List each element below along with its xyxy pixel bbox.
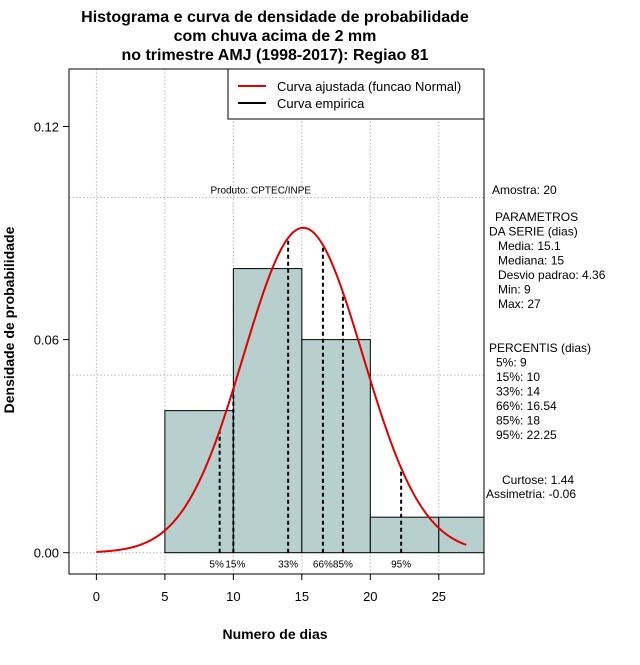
percentile-stat-line-1: 5%: 9: [496, 356, 527, 370]
parameter-line-2: Media: 15.1: [498, 239, 561, 253]
percentile-label-3: 66%: [313, 560, 333, 571]
y-axis-label: Densidade de probabilidade: [1, 226, 17, 413]
x-tick-label-5: 25: [432, 589, 446, 604]
normal-curve-group: [96, 226, 467, 553]
x-tick-label-1: 5: [161, 589, 168, 604]
x-tick-label-0: 0: [93, 589, 100, 604]
product-label: Produto: CPTEC/INPE: [210, 186, 311, 197]
histogram-bar-1: [232, 268, 303, 554]
title-line-3: no trimestre AMJ (1998-2017): Regiao 81: [121, 47, 428, 64]
kurtosis: Curtose: 1.44: [502, 473, 574, 487]
legend: Curva ajustada (funcao Normal) Curva empi…: [227, 68, 485, 120]
chart-title: Histograma e curva de densidade de proba…: [81, 9, 469, 64]
parameter-line-6: Max: 27: [498, 297, 541, 311]
percentile-stat-line-2: 15%: 10: [496, 370, 540, 384]
parameter-line-1: DA SERIE (dias): [489, 225, 578, 239]
parameter-line-5: Min: 9: [498, 283, 531, 297]
percentile-lines: [218, 237, 403, 553]
axes: 0 5 10 15 20 25 0.00 0.06 0.12: [34, 120, 446, 604]
histogram-bars: [164, 268, 485, 554]
parameter-line-3: Mediana: 15: [498, 254, 564, 268]
percentile-stat-line-6: 95%: 22.25: [496, 428, 557, 442]
skewness: Assimetria: -0.06: [486, 487, 576, 501]
percentile-label-5: 95%: [391, 560, 411, 571]
histogram-bar-3: [369, 516, 440, 554]
legend-box: [227, 68, 485, 120]
percentile-stat-line-3: 33%: 14: [496, 385, 540, 399]
parameter-line-4: Desvio padrao: 4.36: [498, 268, 606, 282]
percentile-label-2: 33%: [278, 560, 298, 571]
x-tick-label-4: 20: [363, 589, 377, 604]
x-tick-label-3: 15: [295, 589, 309, 604]
x-axis-label: Numero de dias: [222, 626, 327, 642]
histogram-bar-2: [301, 339, 371, 554]
percentile-labels: 5% 15% 33% 66% 85% 95%: [209, 560, 411, 571]
percentile-label-1: 15%: [225, 560, 245, 571]
percentile-stat-line-4: 66%: 16.54: [496, 399, 557, 413]
title-line-1: Histograma e curva de densidade de proba…: [81, 9, 469, 26]
parameter-line-0: PARAMETROS: [495, 210, 578, 224]
percentile-stat-line-0: PERCENTIS (dias): [489, 341, 591, 355]
normal-curve: [96, 226, 467, 553]
y-tick-label-2: 0.12: [34, 120, 59, 135]
x-tick-label-2: 10: [226, 589, 240, 604]
y-tick-label-0: 0.00: [34, 546, 59, 561]
percentile-stat-line-5: 85%: 18: [496, 414, 540, 428]
sample-size: Amostra: 20: [492, 183, 557, 197]
percentile-label-4: 85%: [333, 560, 353, 571]
y-tick-label-1: 0.06: [34, 333, 59, 348]
title-line-2: com chuva acima de 2 mm: [174, 28, 377, 45]
percentile-label-0: 5%: [209, 560, 224, 571]
legend-label-0: Curva ajustada (funcao Normal): [277, 79, 461, 94]
legend-label-1: Curva empirica: [277, 96, 365, 111]
